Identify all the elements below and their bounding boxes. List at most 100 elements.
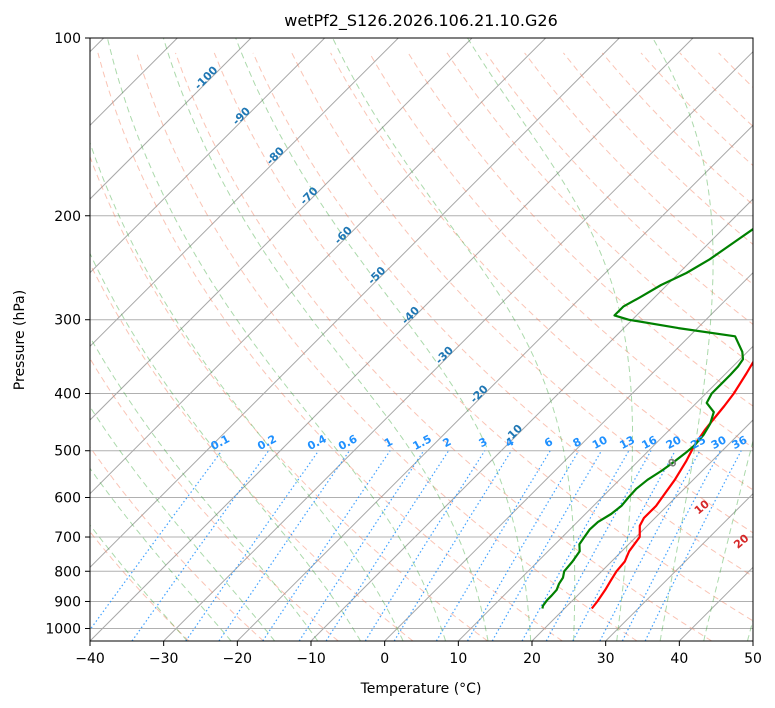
dry-adiabat-label: -50 bbox=[365, 264, 388, 287]
y-tick-label: 600 bbox=[54, 490, 81, 506]
plot-area: 0.1 0.2 0.4 0.6 1 1.5 2 3 4 6 8 10 13 16 20 25 30 36-100-… bbox=[90, 38, 753, 641]
mixing-ratio-label: 3 bbox=[477, 435, 490, 450]
dry-adiabat bbox=[213, 52, 753, 622]
mixing-ratio-line bbox=[325, 450, 450, 641]
dry-adiabat-label: -70 bbox=[297, 184, 320, 207]
mixing-ratio-label: 0.4 bbox=[305, 432, 329, 453]
mixing-ratio-label: 1 bbox=[382, 435, 395, 450]
dry-adiabat bbox=[291, 52, 753, 534]
isotherm-line bbox=[90, 38, 694, 641]
x-axis-label: Temperature (°C) bbox=[360, 681, 482, 697]
x-tick-label: 10 bbox=[449, 651, 467, 667]
mixing-ratio-label: 0.1 bbox=[209, 432, 232, 453]
dry-adiabat-label: -100 bbox=[192, 63, 221, 92]
mixing-ratio-label: 1.5 bbox=[411, 432, 434, 453]
dry-adiabat bbox=[446, 52, 753, 366]
moist-adiabat bbox=[652, 38, 714, 641]
mixing-ratio-line bbox=[364, 450, 486, 641]
mixing-ratio-line bbox=[393, 450, 512, 641]
moist-adiabat bbox=[90, 336, 319, 641]
plot-frame bbox=[89, 37, 754, 642]
dry-adiabat bbox=[90, 155, 488, 641]
isotherm-line bbox=[457, 345, 753, 641]
dewpoint-profile bbox=[541, 227, 753, 609]
mixing-ratio-line bbox=[435, 450, 551, 641]
mixing-ratio-label: 25 bbox=[688, 433, 708, 452]
moist-adiabat-label: 20 bbox=[731, 531, 751, 551]
isotherm-line bbox=[310, 198, 753, 641]
dry-adiabat-label: -30 bbox=[433, 343, 456, 366]
mixing-ratio-label: 10 bbox=[590, 433, 610, 452]
isotherm-line bbox=[90, 38, 547, 495]
x-tick-label: −30 bbox=[149, 651, 179, 667]
mixing-ratio-line bbox=[644, 450, 742, 641]
chart-title: wetPf2_S126.2026.106.21.10.G26 bbox=[284, 11, 558, 31]
isotherm-line bbox=[605, 492, 753, 641]
dry-adiabat bbox=[718, 52, 753, 89]
isotherm-line bbox=[90, 38, 252, 200]
mixing-ratio-line bbox=[491, 450, 603, 641]
line-labels: 0.1 0.2 0.4 0.6 1 1.5 2 3 4 6 8 10 13 16 20 25 30 36-100-… bbox=[192, 63, 752, 551]
dry-adiabat bbox=[90, 530, 190, 641]
mixing-ratio-lines bbox=[90, 450, 742, 641]
temperature-profile bbox=[590, 360, 753, 610]
mixing-ratio-line bbox=[218, 450, 350, 641]
dry-adiabat bbox=[407, 52, 753, 407]
isotherm-line bbox=[90, 38, 326, 274]
y-tick-label: 100 bbox=[54, 31, 81, 47]
mixing-ratio-line bbox=[572, 450, 676, 641]
dry-adiabat bbox=[97, 52, 563, 641]
moist-adiabat bbox=[90, 467, 232, 641]
mixing-ratio-line bbox=[262, 450, 391, 641]
mixing-ratio-label: 8 bbox=[571, 435, 584, 450]
y-axis-label: Pressure (hPa) bbox=[12, 290, 28, 390]
dry-adiabat-label: -80 bbox=[264, 144, 287, 167]
y-tick-label: 500 bbox=[54, 444, 81, 460]
mixing-ratio-label: 16 bbox=[640, 433, 660, 452]
isotherm-line bbox=[163, 50, 753, 641]
isotherm-line bbox=[531, 419, 753, 641]
dry-adiabat bbox=[330, 52, 753, 491]
moist-adiabat bbox=[90, 524, 188, 641]
y-tick-label: 700 bbox=[54, 530, 81, 546]
dry-adiabat bbox=[90, 446, 264, 641]
dry-adiabat bbox=[252, 52, 753, 578]
x-tick-label: 40 bbox=[670, 651, 688, 667]
isotherm-line bbox=[90, 38, 399, 348]
moist-adiabats bbox=[90, 38, 753, 641]
y-axis-ticks: 100 200 300 400 500 600 700 800 900 1000 bbox=[45, 31, 90, 637]
y-tick-label: 200 bbox=[54, 209, 81, 225]
moist-adiabat bbox=[90, 405, 276, 641]
dry-adiabat bbox=[563, 52, 753, 246]
isotherm-line bbox=[236, 124, 753, 641]
mixing-ratio-line bbox=[185, 450, 320, 641]
moist-adiabat bbox=[235, 38, 532, 641]
dry-adiabat bbox=[90, 357, 339, 641]
moist-adiabat bbox=[332, 38, 576, 641]
moist-adiabat-label: 10 bbox=[692, 497, 712, 517]
isotherm-line bbox=[90, 38, 473, 421]
mixing-ratio-label: 30 bbox=[709, 433, 729, 452]
mixing-ratio-line bbox=[131, 450, 270, 641]
dry-adiabat bbox=[90, 262, 414, 641]
y-tick-label: 900 bbox=[54, 594, 81, 610]
mixing-ratio-label: 0.2 bbox=[255, 432, 278, 453]
dry-adiabats bbox=[90, 52, 753, 641]
moist-adiabat bbox=[90, 141, 404, 641]
mixing-ratio-line bbox=[298, 450, 425, 641]
isotherm-line bbox=[90, 38, 620, 569]
isotherm-line bbox=[384, 271, 753, 641]
dry-adiabat-label: -60 bbox=[332, 224, 355, 247]
x-tick-label: −20 bbox=[223, 651, 253, 667]
x-axis-ticks: −40 −30 −20 −10 0 10 20 30 40 50 bbox=[75, 641, 762, 667]
x-tick-label: 20 bbox=[523, 651, 541, 667]
isotherm-gridlines bbox=[90, 38, 753, 641]
isotherm-line bbox=[678, 566, 753, 641]
dry-adiabat-label: -20 bbox=[468, 382, 491, 405]
mixing-ratio-line bbox=[521, 450, 630, 641]
isotherm-line bbox=[752, 640, 753, 641]
y-tick-label: 400 bbox=[54, 387, 81, 403]
x-tick-label: −40 bbox=[75, 651, 105, 667]
dry-adiabat bbox=[136, 52, 638, 641]
